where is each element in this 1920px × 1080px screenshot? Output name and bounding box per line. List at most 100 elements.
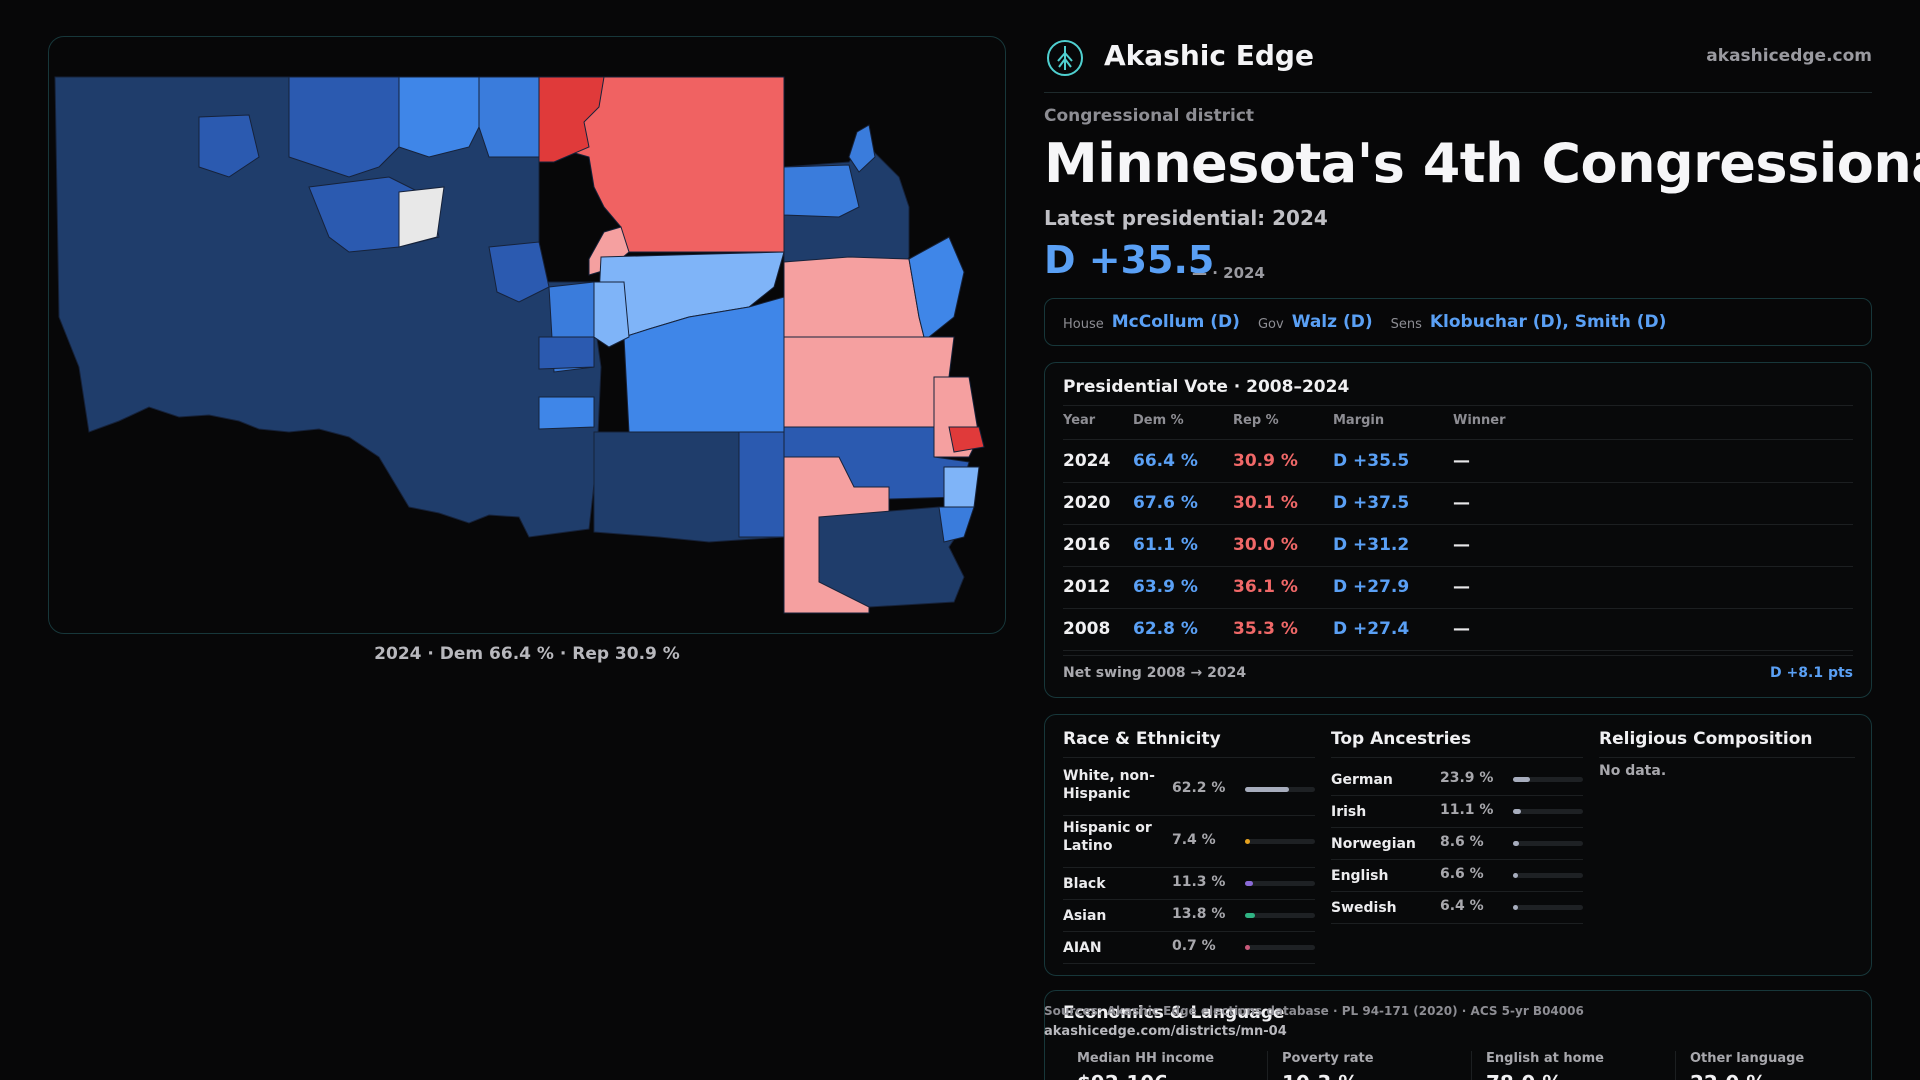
district-kicker: Congressional district [1044, 106, 1255, 126]
race-bar-fill [1245, 839, 1251, 844]
race-value: 0.7 % [1172, 938, 1216, 954]
cell-year: 2016 [1063, 535, 1111, 555]
ancestry-value: 23.9 % [1440, 770, 1494, 786]
headline-margin-sub: — · 2024 [1192, 264, 1265, 282]
precinct-map-svg[interactable] [49, 37, 1006, 634]
map-region [538, 76, 605, 163]
official-label-sens: Sens [1390, 316, 1422, 332]
map-region [198, 114, 260, 178]
presidential-title: Presidential Vote · 2008–2024 [1063, 377, 1350, 397]
ancestry-label: German [1331, 772, 1393, 788]
officials-bar: House McCollum (D) Gov Walz (D) Sens Klo… [1044, 298, 1872, 346]
table-row: 2016 61.1 % 30.0 % D +31.2 — [1063, 525, 1853, 567]
ancestry-row: English 6.6 % [1331, 859, 1583, 892]
map-region [288, 76, 400, 178]
stat-value: $92,106 [1077, 1071, 1168, 1080]
stat-other-language: Other language 22.0 % [1675, 1051, 1866, 1080]
stat-label: Poverty rate [1282, 1051, 1374, 1066]
official-label-gov: Gov [1257, 316, 1284, 332]
ancestry-bar-fill [1513, 809, 1521, 814]
ancestry-label: Norwegian [1331, 836, 1416, 852]
ancestry-bar [1513, 841, 1583, 846]
page-title: Minnesota's 4th Congressional District [1044, 132, 1920, 195]
stat-value: 78.0 % [1486, 1071, 1562, 1080]
cell-winner: — [1453, 577, 1470, 597]
map-region [908, 236, 965, 338]
cell-year: 2008 [1063, 619, 1111, 639]
ancestry-bar-fill [1513, 873, 1518, 878]
cell-year: 2012 [1063, 577, 1111, 597]
cell-dem: 66.4 % [1133, 451, 1198, 471]
map-region [848, 124, 876, 173]
cell-dem: 62.8 % [1133, 619, 1198, 639]
cell-dem: 63.9 % [1133, 577, 1198, 597]
ancestry-row: Irish 11.1 % [1331, 795, 1583, 828]
ancestry-bar-fill [1513, 777, 1530, 782]
cell-rep: 30.1 % [1233, 493, 1298, 513]
divider [1599, 757, 1855, 758]
map-region [54, 76, 602, 538]
net-swing-value: D +8.1 pts [1770, 665, 1853, 681]
official-gov-link[interactable]: Walz (D) [1291, 312, 1373, 332]
map-region [478, 76, 540, 158]
race-value: 62.2 % [1172, 780, 1226, 796]
divider [1331, 757, 1583, 758]
ancestry-value: 6.4 % [1440, 898, 1484, 914]
race-bar-fill [1245, 913, 1255, 918]
race-label: Black [1063, 876, 1106, 892]
source-url-link[interactable]: akashicedge.com/districts/mn-04 [1044, 1024, 1287, 1039]
race-row: AIAN 0.7 % [1063, 931, 1315, 964]
ancestry-value: 6.6 % [1440, 866, 1484, 882]
stat-label: Other language [1690, 1051, 1805, 1066]
map-region [783, 256, 925, 338]
col-header-rep: Rep % [1233, 413, 1279, 428]
map-region [538, 396, 595, 430]
cell-margin: D +37.5 [1333, 493, 1410, 513]
divider [1063, 655, 1853, 656]
map-region [783, 164, 860, 218]
table-row: 2020 67.6 % 30.1 % D +37.5 — [1063, 483, 1853, 525]
brand-header: Akashic Edge akashicedge.com [1044, 36, 1872, 93]
official-sens-link[interactable]: Klobuchar (D), Smith (D) [1429, 312, 1667, 332]
cell-rep: 30.0 % [1233, 535, 1298, 555]
map-region [738, 431, 785, 538]
cell-dem: 67.6 % [1133, 493, 1198, 513]
district-map[interactable] [48, 36, 1006, 634]
ancestry-bar-fill [1513, 905, 1518, 910]
divider [1063, 439, 1853, 440]
cell-winner: — [1453, 451, 1470, 471]
religion-section: Religious Composition No data. [1599, 715, 1855, 977]
cell-rep: 30.9 % [1233, 451, 1298, 471]
cell-rep: 36.1 % [1233, 577, 1298, 597]
map-region [943, 466, 980, 508]
stat-label: English at home [1486, 1051, 1604, 1066]
brand-site-link[interactable]: akashicedge.com [1706, 46, 1872, 66]
race-value: 7.4 % [1172, 832, 1216, 848]
ancestry-bar [1513, 873, 1583, 878]
race-row: Hispanic or Latino 7.4 % [1063, 815, 1315, 868]
col-header-winner: Winner [1453, 413, 1506, 428]
ancestry-bar [1513, 809, 1583, 814]
demographics-card: Race & Ethnicity White, non-Hispanic 62.2… [1044, 714, 1872, 976]
ancestry-bar [1513, 777, 1583, 782]
race-bar [1245, 839, 1315, 844]
col-header-year: Year [1063, 413, 1096, 428]
presidential-vote-card: Presidential Vote · 2008–2024 Year Dem %… [1044, 362, 1872, 698]
race-bar-fill [1245, 881, 1253, 886]
district-detail-panel: Akashic Edge akashicedge.com Congression… [1044, 0, 1920, 1080]
divider [1063, 757, 1315, 758]
map-region [398, 186, 445, 248]
race-bar-fill [1245, 945, 1250, 950]
ancestry-title: Top Ancestries [1331, 729, 1472, 749]
cell-rep: 35.3 % [1233, 619, 1298, 639]
race-label: White, non-Hispanic [1063, 768, 1155, 802]
race-ethnicity-section: Race & Ethnicity White, non-Hispanic 62.2… [1063, 715, 1315, 977]
stat-median-income: Median HH income $92,106 [1063, 1051, 1253, 1080]
ancestry-value: 8.6 % [1440, 834, 1484, 850]
official-label-house: House [1063, 316, 1104, 332]
official-house-link[interactable]: McCollum (D) [1111, 312, 1240, 332]
brand-name[interactable]: Akashic Edge [1104, 39, 1314, 72]
cell-margin: D +27.4 [1333, 619, 1410, 639]
race-bar [1245, 881, 1315, 886]
race-label: AIAN [1063, 940, 1102, 956]
